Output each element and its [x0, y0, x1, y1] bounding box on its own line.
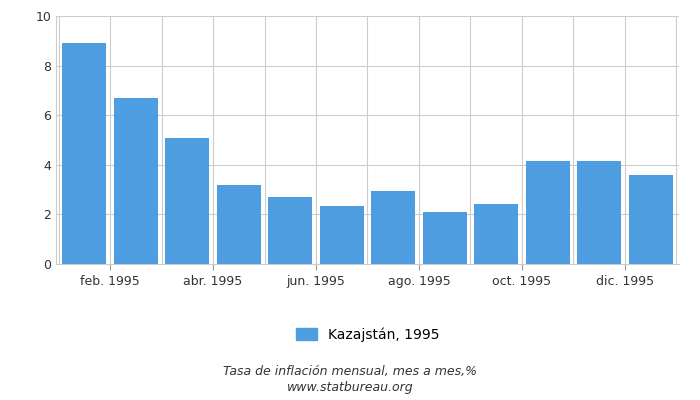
- Bar: [62, 43, 106, 264]
- Bar: [578, 161, 621, 264]
- Text: www.statbureau.org: www.statbureau.org: [287, 382, 413, 394]
- Bar: [475, 204, 518, 264]
- Text: Tasa de inflación mensual, mes a mes,%: Tasa de inflación mensual, mes a mes,%: [223, 366, 477, 378]
- Bar: [372, 191, 415, 264]
- Legend: Kazajstán, 1995: Kazajstán, 1995: [289, 320, 446, 349]
- Bar: [268, 197, 312, 264]
- Bar: [629, 175, 673, 264]
- Bar: [526, 161, 570, 264]
- Bar: [320, 206, 363, 264]
- Bar: [114, 98, 158, 264]
- Bar: [423, 212, 467, 264]
- Bar: [165, 138, 209, 264]
- Bar: [217, 185, 260, 264]
